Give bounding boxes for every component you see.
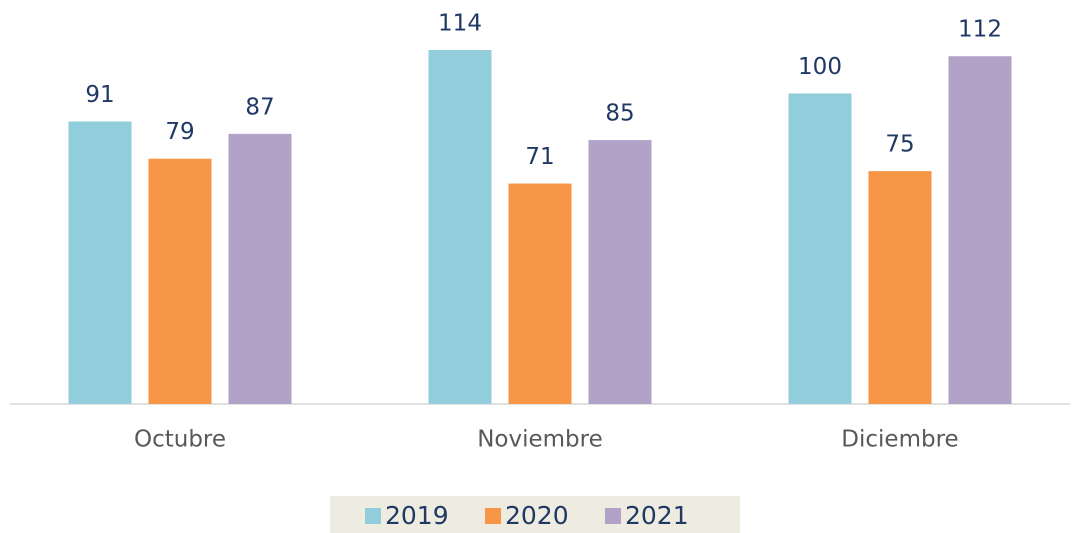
legend-swatch	[485, 508, 501, 524]
bar	[228, 133, 292, 405]
legend-label: 2020	[505, 501, 569, 530]
bar	[428, 50, 492, 404]
value-label: 71	[525, 144, 554, 170]
bar	[948, 56, 1012, 405]
legend-label: 2019	[385, 501, 449, 530]
value-label: 87	[245, 94, 274, 120]
bar	[148, 158, 212, 404]
value-label: 79	[165, 119, 194, 145]
x-tick-label: Noviembre	[477, 427, 603, 453]
legend-swatch	[365, 508, 381, 524]
x-tick-label: Diciembre	[841, 427, 958, 453]
value-label: 100	[798, 54, 842, 80]
value-label: 114	[438, 11, 482, 37]
legend-box	[330, 496, 740, 533]
legend-swatch	[605, 508, 621, 524]
bar	[508, 183, 572, 404]
bar	[68, 121, 132, 404]
value-label: 75	[885, 132, 914, 158]
value-label: 91	[85, 82, 114, 108]
bar	[868, 171, 932, 404]
legend-label: 2021	[625, 501, 689, 530]
value-label: 112	[958, 17, 1002, 43]
bar	[588, 140, 652, 404]
x-tick-label: Octubre	[134, 427, 226, 453]
bar	[788, 93, 852, 404]
value-label: 85	[605, 101, 634, 127]
